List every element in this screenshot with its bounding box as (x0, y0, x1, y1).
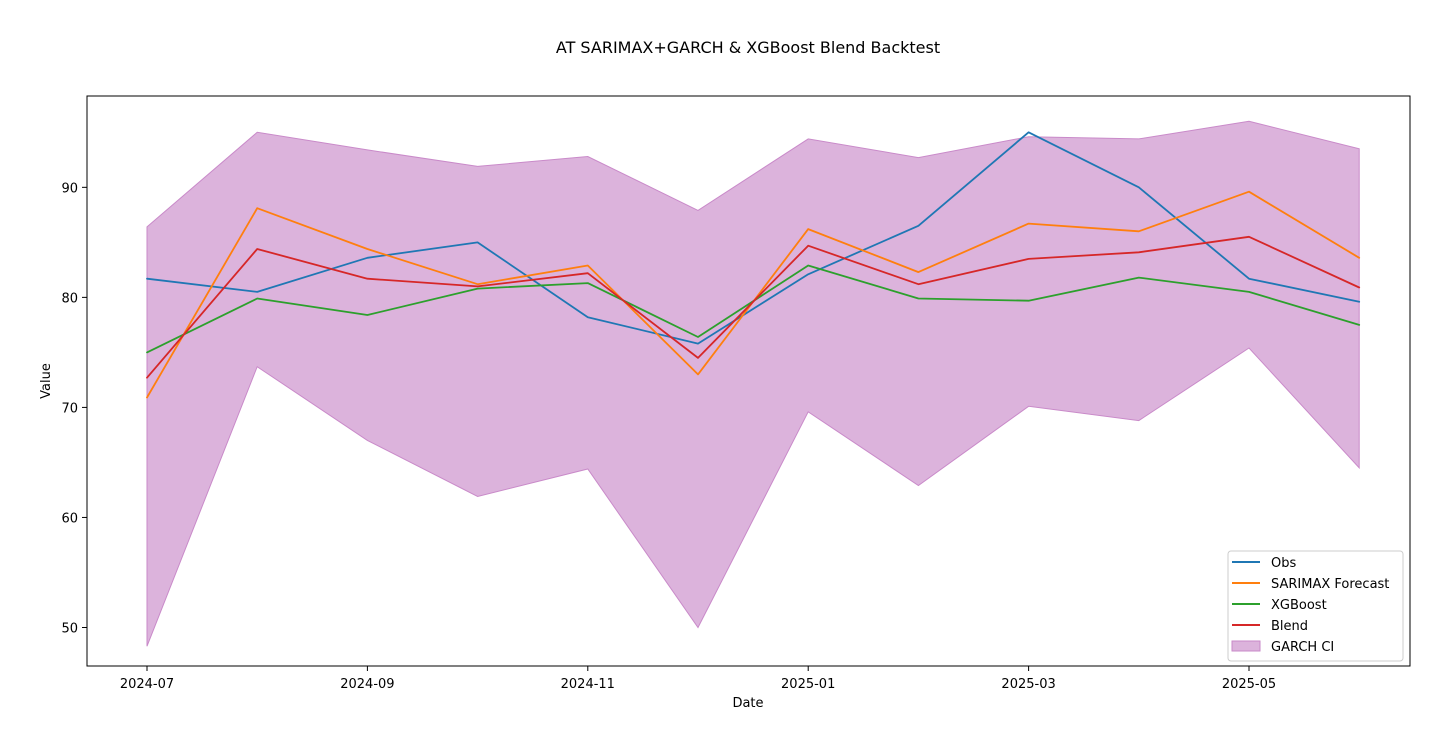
x-tick-label: 2025-03 (1001, 677, 1055, 692)
x-axis-title: Date (732, 696, 763, 711)
y-tick-label: 70 (61, 401, 78, 416)
y-tick-label: 50 (61, 621, 78, 636)
legend: Obs SARIMAX Forecast XGBoost Blend GARCH CI (1227, 550, 1404, 662)
chart-title: AT SARIMAX+GARCH & XGBoost Blend Backtes… (556, 38, 940, 57)
legend-label-blend: Blend (1271, 619, 1308, 634)
y-tick-label: 60 (61, 511, 78, 526)
plot-area-frame (86, 95, 1411, 667)
ci-band-layer (146, 120, 1360, 647)
legend-label-garch-ci: GARCH CI (1271, 640, 1334, 655)
y-axis-title: Value (39, 363, 54, 399)
y-tick-label: 80 (61, 291, 78, 306)
legend-swatch-garch-ci (1231, 640, 1261, 652)
legend-label-obs: Obs (1271, 556, 1296, 571)
legend-label-xgboost: XGBoost (1271, 598, 1327, 613)
legend-box (1227, 550, 1404, 662)
ci-band-area (146, 120, 1360, 647)
series-layer (146, 131, 1361, 399)
x-tick-label: 2024-09 (340, 677, 394, 692)
x-axis: 2024-07 2024-09 2024-11 2025-01 2025-03 2025-… (120, 666, 1276, 692)
x-tick-label: 2025-01 (781, 677, 835, 692)
series-line-obs (146, 131, 1361, 345)
legend-label-sarimax-forecast: SARIMAX Forecast (1271, 577, 1389, 592)
x-tick-label: 2024-07 (120, 677, 174, 692)
series-line-blend (146, 235, 1361, 379)
x-tick-label: 2025-05 (1222, 677, 1276, 692)
y-tick-label: 90 (61, 181, 78, 196)
x-tick-label: 2024-11 (561, 677, 615, 692)
y-axis: 50 60 70 80 90 (61, 181, 87, 636)
